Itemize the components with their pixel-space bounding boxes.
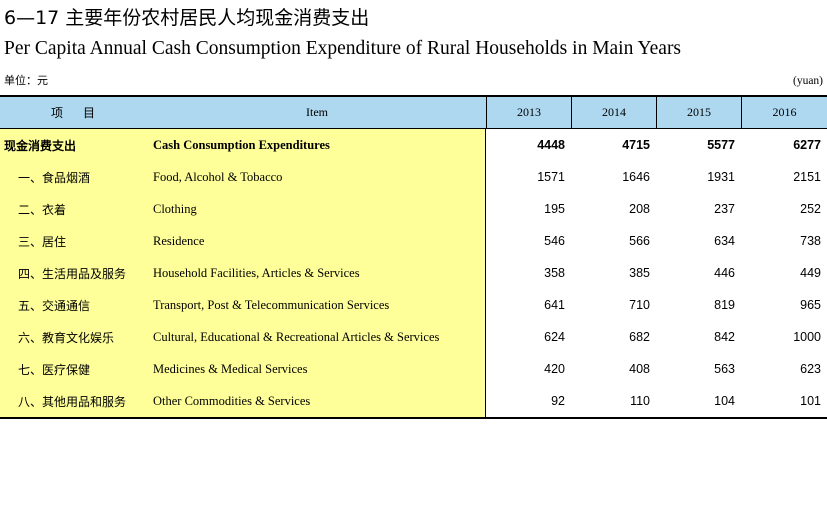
row-label-chinese: 四、生活用品及服务 bbox=[18, 266, 127, 281]
header-year-2013: 2013 bbox=[486, 97, 571, 128]
row-label-english: Residence bbox=[153, 233, 205, 248]
cell-2013: 641 bbox=[544, 298, 565, 312]
cell-2016: 252 bbox=[800, 202, 821, 216]
header-year-2014: 2014 bbox=[571, 97, 656, 128]
table-row: 六、教育文化娱乐 Cultural, Educational & Recreat… bbox=[0, 321, 827, 353]
expenditure-table: 项目 Item 2013 2014 2015 2016 现金消费支出 Cash … bbox=[0, 95, 827, 419]
cell-2014: 682 bbox=[629, 330, 650, 344]
cell-2013: 92 bbox=[551, 394, 565, 408]
row-label-chinese: 现金消费支出 bbox=[4, 138, 77, 153]
row-label-english: Food, Alcohol & Tobacco bbox=[153, 169, 283, 184]
cell-2015: 237 bbox=[714, 202, 735, 216]
cell-2016: 2151 bbox=[793, 170, 821, 184]
cell-2015: 104 bbox=[714, 394, 735, 408]
cell-2016: 623 bbox=[800, 362, 821, 376]
cell-2016: 965 bbox=[800, 298, 821, 312]
header-item-chinese: 项目 bbox=[50, 106, 115, 120]
cell-2013: 195 bbox=[544, 202, 565, 216]
cell-2015: 5577 bbox=[707, 138, 735, 152]
table-row: 四、生活用品及服务 Household Facilities, Articles… bbox=[0, 257, 827, 289]
table-row: 现金消费支出 Cash Consumption Expenditures 444… bbox=[0, 129, 827, 161]
row-label-english: Cultural, Educational & Recreational Art… bbox=[153, 329, 440, 344]
table-row: 七、医疗保健 Medicines & Medical Services 420 … bbox=[0, 353, 827, 385]
row-label-english: Household Facilities, Articles & Service… bbox=[153, 265, 360, 280]
row-label-chinese: 六、教育文化娱乐 bbox=[18, 330, 115, 345]
unit-label-english: (yuan) bbox=[792, 75, 823, 87]
cell-2014: 1646 bbox=[622, 170, 650, 184]
header-item-english: Item bbox=[306, 105, 328, 119]
row-label-chinese: 八、其他用品和服务 bbox=[18, 394, 127, 409]
cell-2015: 1931 bbox=[707, 170, 735, 184]
row-label-chinese: 二、衣着 bbox=[18, 202, 67, 217]
cell-2013: 420 bbox=[544, 362, 565, 376]
cell-2013: 4448 bbox=[537, 138, 565, 152]
cell-2016: 101 bbox=[800, 394, 821, 408]
cell-2013: 546 bbox=[544, 234, 565, 248]
cell-2016: 1000 bbox=[793, 330, 821, 344]
cell-2015: 634 bbox=[714, 234, 735, 248]
item-column-highlight bbox=[0, 129, 486, 417]
page-title-english: Per Capita Annual Cash Consumption Expen… bbox=[4, 38, 682, 59]
header-year-2015: 2015 bbox=[656, 97, 741, 128]
cell-2013: 358 bbox=[544, 266, 565, 280]
row-label-english: Cash Consumption Expenditures bbox=[153, 137, 330, 152]
cell-2013: 624 bbox=[544, 330, 565, 344]
row-label-english: Medicines & Medical Services bbox=[153, 361, 308, 376]
row-label-english: Transport, Post & Telecommunication Serv… bbox=[153, 297, 390, 312]
table-header: 项目 Item 2013 2014 2015 2016 bbox=[0, 97, 827, 129]
row-label-english: Other Commodities & Services bbox=[153, 393, 311, 408]
row-label-chinese: 七、医疗保健 bbox=[18, 362, 91, 377]
cell-2014: 408 bbox=[629, 362, 650, 376]
cell-2014: 385 bbox=[629, 266, 650, 280]
cell-2015: 563 bbox=[714, 362, 735, 376]
cell-2014: 208 bbox=[629, 202, 650, 216]
table-row: 三、居住 Residence 546 566 634 738 bbox=[0, 225, 827, 257]
unit-label-chinese: 单位：元 bbox=[4, 74, 48, 87]
row-label-chinese: 三、居住 bbox=[18, 234, 67, 249]
header-year-2016: 2016 bbox=[741, 97, 827, 128]
cell-2016: 738 bbox=[800, 234, 821, 248]
table-body: 现金消费支出 Cash Consumption Expenditures 444… bbox=[0, 129, 827, 417]
page-title-chinese: 6—17 主要年份农村居民人均现金消费支出 bbox=[4, 7, 370, 29]
table-row: 二、衣着 Clothing 195 208 237 252 bbox=[0, 193, 827, 225]
cell-2016: 449 bbox=[800, 266, 821, 280]
cell-2016: 6277 bbox=[793, 138, 821, 152]
cell-2014: 566 bbox=[629, 234, 650, 248]
table-row: 一、食品烟酒 Food, Alcohol & Tobacco 1571 1646… bbox=[0, 161, 827, 193]
cell-2013: 1571 bbox=[537, 170, 565, 184]
cell-2014: 110 bbox=[630, 394, 650, 408]
cell-2014: 710 bbox=[629, 298, 650, 312]
table-row: 五、交通通信 Transport, Post & Telecommunicati… bbox=[0, 289, 827, 321]
cell-2014: 4715 bbox=[622, 138, 650, 152]
row-label-chinese: 五、交通通信 bbox=[18, 298, 91, 313]
cell-2015: 446 bbox=[714, 266, 735, 280]
table-row: 八、其他用品和服务 Other Commodities & Services 9… bbox=[0, 385, 827, 417]
row-label-english: Clothing bbox=[153, 201, 197, 216]
row-label-chinese: 一、食品烟酒 bbox=[18, 170, 91, 185]
cell-2015: 842 bbox=[714, 330, 735, 344]
cell-2015: 819 bbox=[714, 298, 735, 312]
